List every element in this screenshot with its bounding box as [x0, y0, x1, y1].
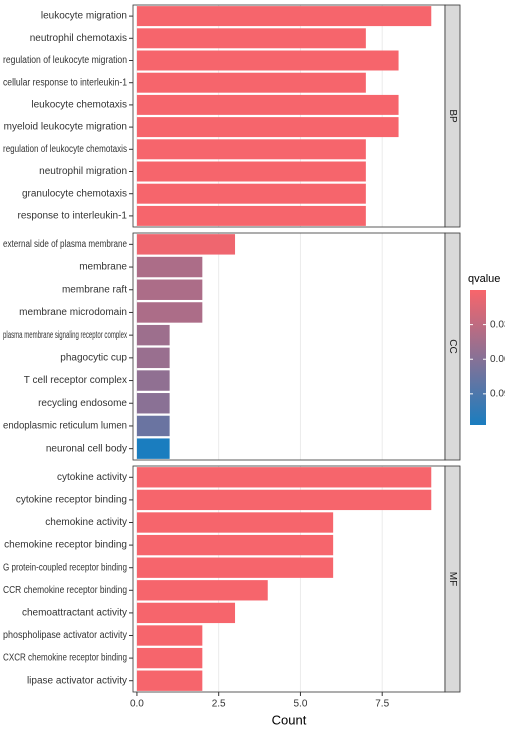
bar	[136, 625, 203, 646]
y-tick-label: leukocyte migration	[41, 11, 127, 22]
bar	[136, 139, 366, 160]
y-tick-label: recycling endosome	[38, 398, 127, 409]
y-tick-label: regulation of leukocyte migration	[3, 55, 127, 66]
bar	[136, 117, 399, 138]
bar	[136, 324, 170, 346]
facet-label: CC	[447, 339, 458, 353]
bar	[136, 234, 236, 255]
bar	[136, 393, 170, 414]
bar	[136, 205, 366, 226]
facet-label: BP	[447, 109, 458, 123]
y-tick-label: membrane raft	[62, 284, 127, 295]
bar	[136, 512, 334, 533]
y-tick-label: neutrophil chemotaxis	[30, 33, 127, 44]
y-tick-label: CCR chemokine receptor binding	[3, 585, 127, 596]
y-tick-label: G protein-coupled receptor binding	[3, 562, 127, 573]
bar	[136, 438, 170, 459]
bar	[136, 415, 170, 437]
y-tick-label: lipase activator activity	[27, 675, 127, 686]
bar	[136, 602, 236, 624]
bar	[136, 50, 399, 71]
y-tick-label: neutrophil migration	[39, 166, 127, 177]
bar	[136, 256, 203, 278]
bar	[136, 347, 170, 369]
bar	[136, 279, 203, 300]
bar	[136, 94, 399, 115]
bar	[136, 370, 170, 391]
bar	[136, 72, 366, 93]
bar	[136, 161, 366, 182]
bar	[136, 467, 432, 488]
bar	[136, 647, 203, 669]
y-tick-label: plasma membrane signaling receptor compl…	[3, 330, 127, 341]
legend-title: qvalue	[468, 273, 500, 285]
bar	[136, 302, 203, 323]
x-tick-label: 2.5	[212, 699, 226, 710]
bar	[136, 670, 203, 691]
bar	[136, 580, 268, 601]
y-tick-label: endoplasmic reticulum lumen	[3, 421, 127, 432]
y-tick-label: CXCR chemokine receptor binding	[3, 653, 127, 664]
bar	[136, 557, 334, 578]
y-tick-label: myeloid leukocyte migration	[4, 122, 127, 133]
legend-tick-label: 0.06	[490, 354, 505, 365]
y-tick-label: neuronal cell body	[46, 443, 127, 454]
x-tick-label: 7.5	[375, 699, 389, 710]
y-tick-label: chemokine activity	[45, 517, 127, 528]
y-tick-label: membrane	[79, 262, 127, 273]
y-tick-label: membrane microdomain	[19, 307, 127, 318]
y-tick-label: phospholipase activator activity	[3, 630, 127, 641]
x-tick-label: 5.0	[293, 699, 307, 710]
y-tick-label: leukocyte chemotaxis	[31, 100, 127, 111]
bar	[136, 534, 334, 556]
facet-strip	[444, 232, 461, 461]
bar	[136, 6, 432, 27]
y-tick-label: chemoattractant activity	[22, 608, 127, 619]
facet-strip	[444, 4, 461, 228]
x-axis-title: Count	[272, 712, 307, 727]
facet-strip	[444, 465, 461, 693]
y-tick-label: phagocytic cup	[60, 352, 127, 363]
facet-label: MF	[447, 572, 458, 586]
x-tick-label: 0.0	[130, 699, 144, 710]
y-tick-label: granulocyte chemotaxis	[22, 188, 127, 199]
legend-tick-label: 0.03	[490, 319, 505, 330]
legend-tick-label: 0.09	[490, 388, 505, 399]
bar	[136, 183, 366, 204]
y-tick-label: external side of plasma membrane	[3, 239, 127, 250]
y-tick-label: cytokine activity	[57, 472, 127, 483]
bar	[136, 489, 432, 511]
y-tick-label: response to interleukin-1	[17, 211, 127, 222]
colorbar	[470, 290, 486, 425]
y-tick-label: regulation of leukocyte chemotaxis	[3, 144, 127, 155]
bar	[136, 28, 366, 49]
y-tick-label: T cell receptor complex	[24, 375, 127, 386]
y-tick-label: cellular response to interleukin-1	[3, 77, 127, 88]
y-tick-label: chemokine receptor binding	[4, 540, 127, 551]
y-tick-label: cytokine receptor binding	[16, 495, 127, 506]
